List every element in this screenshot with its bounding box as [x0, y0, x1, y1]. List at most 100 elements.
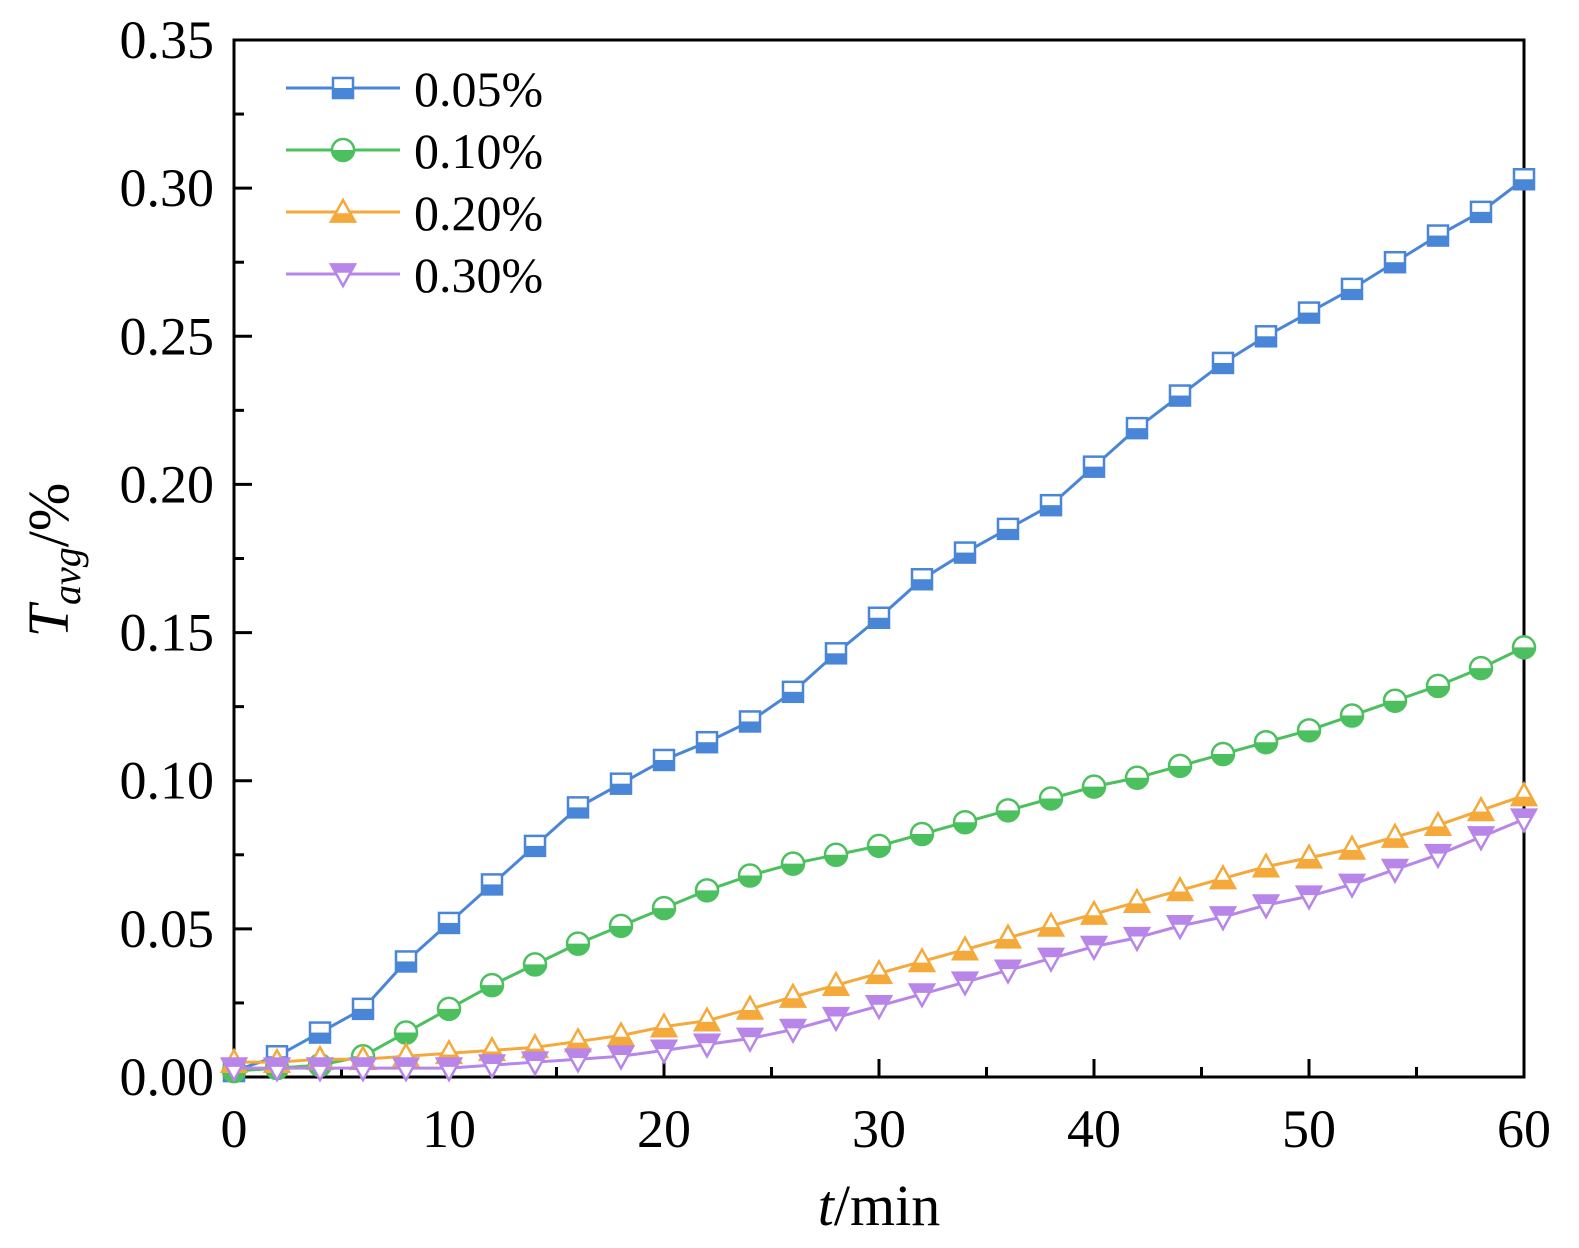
x-axis-title-unit: /min: [834, 1173, 940, 1238]
data-point: [1122, 887, 1152, 914]
marker-outline: [1211, 351, 1235, 375]
marker-fill: [351, 1058, 375, 1067]
marker-fill: [1254, 895, 1278, 904]
marker-fill: [1211, 879, 1235, 889]
marker-outline: [692, 1006, 722, 1032]
marker-outline: [520, 1051, 550, 1077]
legend-marker: [331, 76, 355, 100]
marker-fill: [953, 950, 977, 960]
marker-outline: [1509, 780, 1539, 807]
marker-fill: [1426, 826, 1450, 835]
data-point: [1251, 894, 1281, 920]
marker-fill: [953, 972, 977, 981]
data-point: [950, 935, 980, 961]
marker-outline: [1165, 915, 1195, 941]
marker-outline: [652, 748, 676, 772]
marker-fill: [738, 1010, 762, 1019]
legend-item: 0.10%: [286, 123, 543, 179]
legend-item: 0.30%: [286, 247, 543, 303]
data-point: [1423, 843, 1453, 870]
data-point: [1380, 822, 1410, 848]
marker-outline: [1165, 875, 1195, 902]
marker-outline: [1251, 852, 1281, 878]
marker-outline: [328, 263, 358, 289]
marker-outline: [821, 970, 851, 997]
data-point: [606, 1045, 636, 1071]
marker-outline: [1297, 301, 1321, 324]
axis-ticks: 0 10 20 30 40 50 60 0.00 0.05 0.10 0.15 0.20 0.25 0.3…: [120, 10, 1552, 1159]
y-tick-label: 0.10: [120, 751, 215, 811]
data-point: [1380, 858, 1410, 885]
series-circle: [221, 635, 1537, 1084]
legend-label: 0.05%: [414, 61, 543, 117]
marker-outline: [778, 982, 808, 1008]
data-point: [1468, 655, 1494, 681]
data-point: [995, 798, 1021, 823]
data-point: [1383, 250, 1407, 274]
marker-outline: [1036, 911, 1066, 937]
marker-outline: [695, 730, 719, 754]
data-point: [735, 1027, 765, 1054]
data-point: [565, 931, 591, 956]
marker-fill: [652, 1040, 676, 1050]
data-point: [738, 710, 762, 733]
data-point: [1253, 729, 1279, 755]
marker-outline: [262, 1057, 292, 1083]
data-point: [866, 833, 892, 859]
marker-outline: [1380, 822, 1410, 848]
data-point: [781, 680, 805, 704]
marker-fill: [1340, 850, 1364, 859]
marker-outline: [993, 959, 1023, 985]
marker-outline: [523, 834, 547, 858]
data-point: [864, 995, 894, 1021]
marker-fill: [566, 1049, 590, 1059]
data-point: [778, 982, 808, 1008]
data-point: [1509, 780, 1539, 807]
data-point: [563, 1048, 593, 1074]
marker-fill: [695, 1021, 719, 1031]
marker-outline: [394, 950, 418, 973]
marker-fill: [1383, 860, 1407, 869]
data-point: [219, 1057, 249, 1083]
marker-outline: [1382, 688, 1408, 713]
marker-fill: [910, 984, 934, 993]
marker-fill: [1125, 928, 1149, 937]
marker-fill: [609, 1036, 633, 1046]
marker-fill: [568, 807, 588, 818]
data-point: [1466, 795, 1496, 822]
marker-outline: [1423, 843, 1453, 870]
x-tick-label: 30: [852, 1099, 906, 1159]
data-point: [694, 878, 720, 903]
marker-fill: [394, 1058, 418, 1067]
marker-fill: [869, 617, 889, 628]
marker-outline: [1079, 935, 1109, 962]
marker-fill: [1340, 874, 1364, 884]
marker-outline: [1511, 635, 1537, 660]
marker-outline: [907, 983, 937, 1009]
marker-fill: [695, 1034, 719, 1044]
marker-fill: [1299, 312, 1319, 323]
data-point: [1469, 200, 1493, 224]
marker-fill: [611, 783, 631, 794]
data-point: [606, 1020, 636, 1047]
marker-fill: [781, 998, 805, 1007]
marker-fill: [652, 1027, 676, 1037]
marker-fill: [998, 528, 1018, 539]
data-point: [523, 834, 547, 858]
data-point: [1036, 911, 1066, 937]
marker-outline: [1208, 906, 1238, 932]
data-point: [437, 911, 461, 935]
data-point: [1339, 703, 1365, 728]
marker-outline: [993, 923, 1023, 949]
marker-outline: [1423, 810, 1453, 837]
marker-fill: [824, 986, 848, 995]
data-point: [649, 1039, 679, 1065]
marker-outline: [1466, 826, 1496, 852]
marker-fill: [1168, 916, 1192, 925]
marker-outline: [609, 772, 633, 795]
data-point: [477, 1054, 507, 1080]
marker-outline: [479, 972, 505, 998]
marker-fill: [1512, 809, 1536, 819]
y-axis-title-variable: T: [16, 601, 81, 637]
y-axis-title-unit: /%: [16, 483, 81, 547]
